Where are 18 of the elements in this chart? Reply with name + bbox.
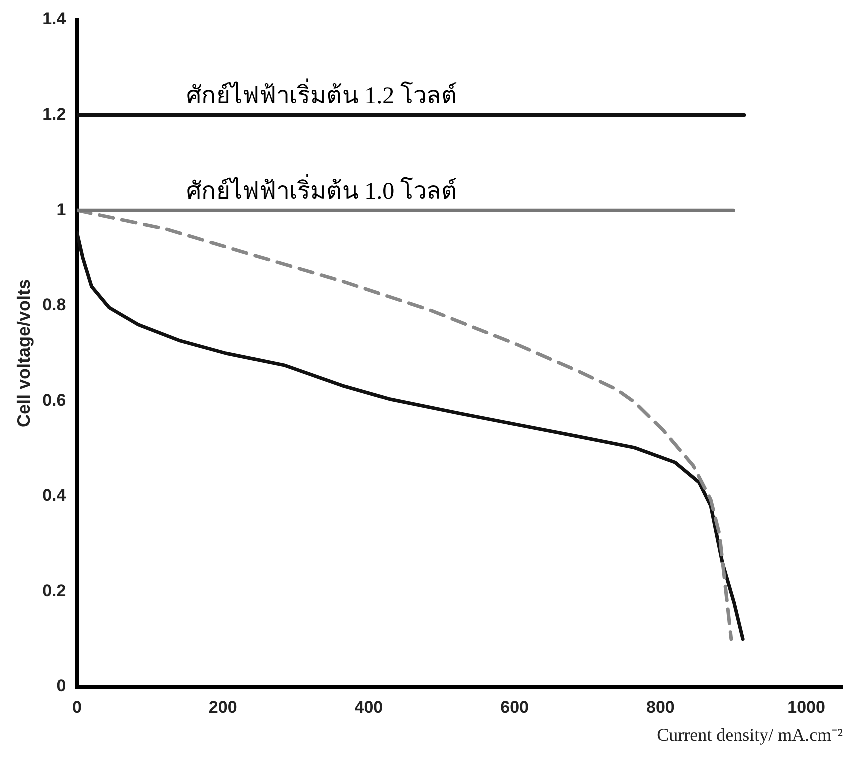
- x-tick-label: 800: [646, 698, 675, 717]
- x-tick-label: 600: [500, 698, 529, 717]
- y-tick-label: 0.6: [42, 390, 66, 410]
- y-axis-title: Cell voltage/volts: [14, 279, 34, 428]
- y-tick-label: 1.4: [42, 10, 67, 29]
- x-tick-label: 400: [354, 698, 384, 717]
- y-tick-label: 0.2: [42, 581, 66, 600]
- x-axis-title: Current density/ mA.cm⁻²: [657, 724, 843, 745]
- x-tick-label: 0: [72, 698, 82, 717]
- y-tick-label: 0: [56, 676, 66, 696]
- annotation: ศักย์ไฟฟ้าเริ่มต้น 1.0 โวลต์: [186, 174, 458, 205]
- x-tick-label: 200: [208, 698, 238, 717]
- y-tick-label: 0.4: [42, 486, 67, 506]
- x-tick-label: 1000: [788, 698, 826, 717]
- y-tick-label: 1: [56, 200, 66, 220]
- y-tick-label: 0.8: [42, 296, 66, 315]
- y-tick-label: 1.2: [42, 104, 66, 124]
- annotation: ศักย์ไฟฟ้าเริ่มต้น 1.2 โวลต์: [186, 78, 458, 110]
